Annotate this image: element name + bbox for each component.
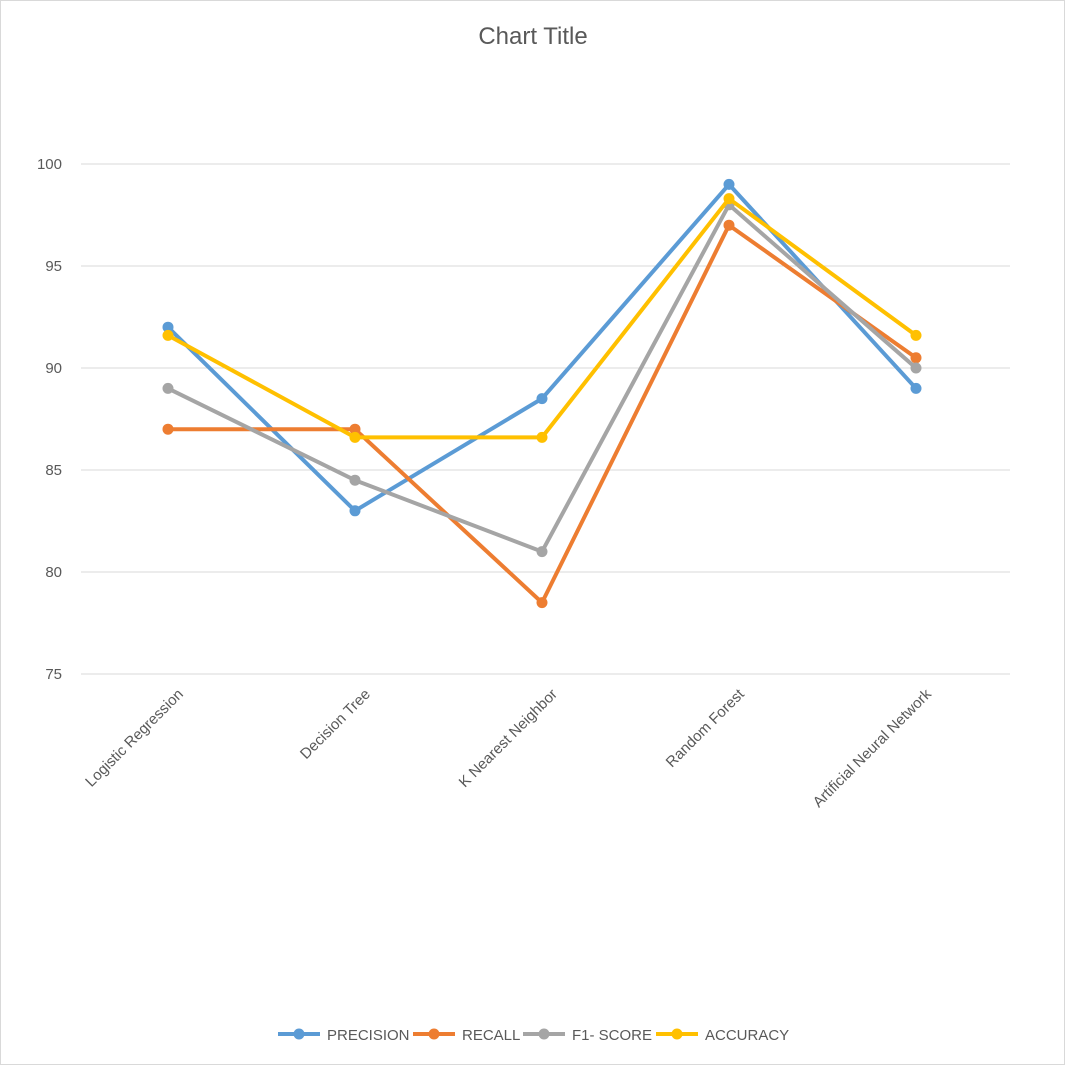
y-tick-label: 75 (45, 666, 62, 683)
data-point (350, 505, 361, 516)
legend-item: ACCURACY (656, 1027, 789, 1044)
data-point (911, 383, 922, 394)
x-category-label: Random Forest (663, 685, 749, 771)
legend-label: ACCURACY (705, 1027, 789, 1044)
x-category-label: Logistic Regression (82, 686, 187, 791)
legend-swatch-marker (539, 1029, 550, 1040)
chart-title: Chart Title (478, 23, 587, 50)
y-tick-label: 90 (45, 360, 62, 377)
legend-label: PRECISION (327, 1027, 410, 1044)
y-tick-label: 80 (45, 564, 62, 581)
series-line (168, 205, 916, 552)
data-point (724, 193, 735, 204)
y-axis: 75 80 85 90 95 100 (37, 156, 62, 683)
legend-item: F1- SCORE (523, 1027, 652, 1044)
series-accuracy (163, 193, 922, 443)
series-f1-score (163, 199, 922, 557)
data-point (350, 475, 361, 486)
legend-swatch-marker (294, 1029, 305, 1040)
data-point (724, 179, 735, 190)
x-axis: Logistic Regression Decision Tree K Neares… (82, 685, 935, 811)
legend-swatch-marker (672, 1029, 683, 1040)
data-point (537, 546, 548, 557)
legend-item: RECALL (413, 1027, 520, 1044)
data-point (911, 352, 922, 363)
legend-label: F1- SCORE (572, 1027, 652, 1044)
y-tick-label: 100 (37, 156, 62, 173)
legend-item: PRECISION (278, 1027, 410, 1044)
data-point (911, 363, 922, 374)
legend-label: RECALL (462, 1027, 520, 1044)
x-category-label: Decision Tree (297, 686, 374, 763)
x-category-label: Artificial Neural Network (810, 685, 936, 811)
legend-swatch-marker (429, 1029, 440, 1040)
data-point (537, 393, 548, 404)
series-precision (163, 179, 922, 516)
y-tick-label: 85 (45, 462, 62, 479)
legend: PRECISION RECALL F1- SCORE ACCURACY (278, 1027, 789, 1044)
x-category-label: K Nearest Neighbor (456, 686, 561, 791)
series-line (168, 184, 916, 510)
data-point (537, 432, 548, 443)
data-point (911, 330, 922, 341)
series-layer (163, 179, 922, 608)
y-tick-label: 95 (45, 258, 62, 275)
data-point (163, 424, 174, 435)
data-point (724, 220, 735, 231)
data-point (350, 432, 361, 443)
data-point (163, 383, 174, 394)
data-point (537, 597, 548, 608)
data-point (163, 330, 174, 341)
series-line (168, 225, 916, 602)
